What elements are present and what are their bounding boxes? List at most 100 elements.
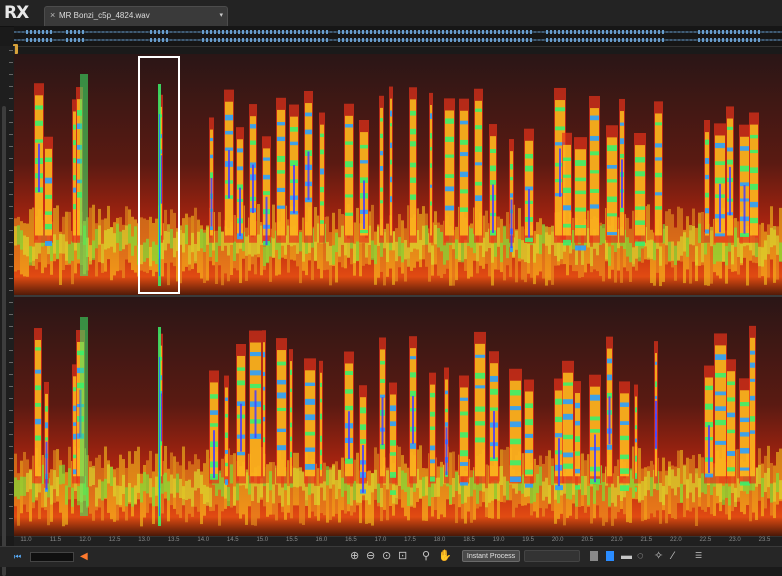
time-label: 11.0 xyxy=(20,537,32,543)
ruler-tick xyxy=(9,50,13,51)
time-label: 15.0 xyxy=(256,537,269,543)
magnify-icon[interactable]: ⚲ xyxy=(422,550,431,562)
ruler-tick xyxy=(9,470,13,471)
ruler-tick xyxy=(9,314,13,315)
time-label: 16.0 xyxy=(315,537,328,543)
vertical-scrollbar[interactable] xyxy=(2,106,6,576)
spectrogram-channel-right[interactable] xyxy=(14,297,782,536)
time-label: 19.0 xyxy=(492,537,505,543)
frequency-ruler xyxy=(0,46,15,576)
ruler-tick xyxy=(9,110,13,111)
zoom-in-icon[interactable]: ⊕ xyxy=(350,550,360,562)
ruler-tick xyxy=(9,458,13,459)
time-label: 12.5 xyxy=(108,537,121,543)
magic-wand-icon[interactable]: ✧ xyxy=(654,550,664,562)
ruler-tick xyxy=(9,302,13,303)
time-label: 15.5 xyxy=(286,537,298,543)
file-tab-label: MR Bonzi_c5p_4824.wav xyxy=(59,11,150,20)
brush-icon[interactable]: ⁄ xyxy=(672,550,674,562)
ruler-tick xyxy=(9,62,13,63)
ruler-tick xyxy=(9,422,13,423)
ruler-tick xyxy=(9,134,13,135)
time-label: 11.5 xyxy=(49,537,62,543)
ruler-tick xyxy=(9,218,13,219)
ruler-tick xyxy=(9,230,13,231)
ruler-tick xyxy=(9,374,13,375)
time-label: 21.0 xyxy=(610,537,623,543)
ruler-tick xyxy=(9,350,13,351)
app-logo: RX xyxy=(4,3,29,23)
lasso-icon[interactable]: ◌ xyxy=(637,550,644,562)
settings-icon[interactable]: ☰ xyxy=(695,551,703,560)
ruler-tick xyxy=(9,386,13,387)
time-label: 22.5 xyxy=(699,537,712,543)
spectrogram-left xyxy=(14,54,782,296)
time-label: 12.0 xyxy=(79,537,91,543)
time-label: 20.0 xyxy=(551,537,564,543)
ruler-tick xyxy=(9,362,13,363)
channel-divider xyxy=(14,295,782,297)
ruler-tick xyxy=(9,434,13,435)
time-label: 18.5 xyxy=(463,537,475,543)
time-label: 17.5 xyxy=(404,537,416,543)
ruler-tick xyxy=(9,446,13,447)
ruler-tick xyxy=(9,254,13,255)
ruler-tick xyxy=(9,482,13,483)
time-label: 17.0 xyxy=(374,537,387,543)
zoom-fit-icon[interactable]: ⊡ xyxy=(398,550,408,562)
process-mode-dropdown[interactable] xyxy=(524,550,580,562)
freehand-selection-icon[interactable]: ▬ xyxy=(621,550,632,562)
ruler-tick xyxy=(9,194,13,195)
ruler-tick xyxy=(9,86,13,87)
ruler-tick xyxy=(9,410,13,411)
ruler-tick xyxy=(9,242,13,243)
transport-icon[interactable]: ⏮ xyxy=(14,552,22,561)
time-label: 19.5 xyxy=(522,537,534,543)
time-label: 14.0 xyxy=(197,537,210,543)
ruler-tick xyxy=(9,338,13,339)
time-label: 18.0 xyxy=(433,537,446,543)
ruler-tick xyxy=(9,278,13,279)
ruler-tick xyxy=(9,182,13,183)
overview-waveform xyxy=(14,30,782,42)
ruler-tick xyxy=(9,122,13,123)
time-label: 21.5 xyxy=(640,537,653,543)
ruler-tick xyxy=(9,98,13,99)
spectrogram-right xyxy=(14,297,782,536)
ruler-tick xyxy=(9,74,13,75)
zoom-selection-icon[interactable]: ⊙ xyxy=(382,550,392,562)
level-meter xyxy=(30,552,74,562)
close-tab-icon[interactable]: × xyxy=(50,10,56,20)
file-tab[interactable]: × MR Bonzi_c5p_4824.wav ▾ xyxy=(44,6,228,26)
time-label: 23.5 xyxy=(758,537,771,543)
time-selection-icon[interactable] xyxy=(590,551,598,561)
instant-process-button[interactable]: Instant Process xyxy=(462,550,520,562)
playhead-handle[interactable] xyxy=(13,44,18,54)
time-label: 20.5 xyxy=(581,537,594,543)
time-ruler[interactable]: 11.0 11.5 12.0 12.5 13.0 13.5 14.0 14.5 15.0 15.5… xyxy=(14,536,782,547)
speaker-icon[interactable]: ◀ xyxy=(80,551,88,562)
rect-selection-icon[interactable] xyxy=(606,551,614,561)
title-bar: RX × MR Bonzi_c5p_4824.wav ▾ xyxy=(0,0,782,27)
ruler-tick xyxy=(9,158,13,159)
time-label: 13.0 xyxy=(138,537,150,543)
ruler-tick xyxy=(9,506,13,507)
ruler-tick xyxy=(9,146,13,147)
bottom-toolbar: ⏮ ◀ ⊕ ⊖ ⊙ ⊡ ⚲ ✋ Instant Process ▬ ◌ ✧ ⁄ … xyxy=(0,546,782,567)
ruler-tick xyxy=(9,206,13,207)
time-label: 23.0 xyxy=(729,537,741,543)
time-label: 16.5 xyxy=(345,537,357,543)
zoom-out-icon[interactable]: ⊖ xyxy=(366,550,376,562)
waveform-overview[interactable] xyxy=(14,26,782,47)
tab-menu-icon[interactable]: ▾ xyxy=(219,12,223,19)
hand-icon[interactable]: ✋ xyxy=(438,550,452,562)
time-label: 13.5 xyxy=(167,537,180,543)
spectrogram-channel-left[interactable] xyxy=(14,54,782,296)
ruler-tick xyxy=(9,494,13,495)
ruler-tick xyxy=(9,326,13,327)
ruler-tick xyxy=(9,518,13,519)
ruler-tick xyxy=(9,290,13,291)
time-label: 14.5 xyxy=(226,537,239,543)
selection-rectangle[interactable] xyxy=(138,56,180,294)
ruler-tick xyxy=(9,266,13,267)
